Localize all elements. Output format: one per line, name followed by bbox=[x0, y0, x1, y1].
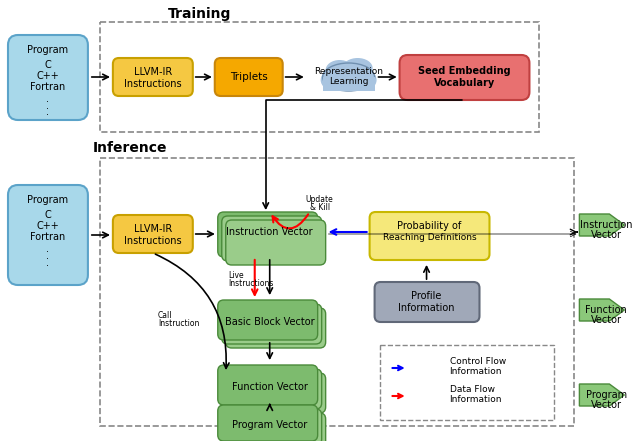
FancyBboxPatch shape bbox=[374, 282, 479, 322]
Text: Function: Function bbox=[586, 305, 627, 315]
Text: Call: Call bbox=[158, 310, 172, 319]
Text: C++: C++ bbox=[36, 71, 60, 81]
Text: Instructions: Instructions bbox=[228, 279, 273, 288]
Bar bbox=[100, 158, 574, 426]
Text: Fortran: Fortran bbox=[30, 232, 65, 242]
Bar bbox=[380, 345, 554, 420]
Text: Information: Information bbox=[449, 395, 502, 404]
FancyBboxPatch shape bbox=[8, 185, 88, 285]
Text: Vector: Vector bbox=[591, 315, 622, 325]
Text: Information: Information bbox=[398, 303, 455, 313]
Ellipse shape bbox=[326, 60, 354, 80]
Text: Control Flow: Control Flow bbox=[449, 358, 506, 366]
Text: Program Vector: Program Vector bbox=[232, 420, 307, 430]
Text: Seed Embedding: Seed Embedding bbox=[418, 66, 511, 76]
Text: Profile: Profile bbox=[412, 291, 442, 301]
FancyBboxPatch shape bbox=[399, 55, 529, 100]
Text: .: . bbox=[47, 251, 49, 261]
Ellipse shape bbox=[349, 69, 376, 91]
Text: Training: Training bbox=[168, 7, 232, 21]
FancyArrow shape bbox=[579, 214, 625, 236]
Text: Triplets: Triplets bbox=[230, 72, 268, 82]
FancyBboxPatch shape bbox=[226, 220, 326, 265]
FancyBboxPatch shape bbox=[222, 216, 322, 261]
Text: & Kill: & Kill bbox=[310, 203, 330, 213]
FancyArrow shape bbox=[579, 384, 625, 406]
Bar bbox=[100, 22, 540, 132]
Text: Update: Update bbox=[306, 195, 333, 205]
Text: Vector: Vector bbox=[591, 400, 622, 410]
Text: Live: Live bbox=[228, 270, 243, 280]
Bar bbox=[323, 77, 374, 91]
Text: .: . bbox=[47, 94, 49, 104]
FancyBboxPatch shape bbox=[222, 304, 322, 344]
FancyBboxPatch shape bbox=[215, 58, 283, 96]
Text: .: . bbox=[47, 107, 49, 117]
Text: Program: Program bbox=[28, 45, 68, 55]
Text: LLVM-IR: LLVM-IR bbox=[134, 224, 172, 234]
FancyBboxPatch shape bbox=[226, 373, 326, 413]
Text: LLVM-IR: LLVM-IR bbox=[134, 67, 172, 77]
Text: Reaching Definitions: Reaching Definitions bbox=[383, 232, 476, 242]
Ellipse shape bbox=[321, 69, 349, 91]
FancyBboxPatch shape bbox=[226, 413, 326, 441]
Text: Probability of: Probability of bbox=[397, 221, 461, 231]
FancyBboxPatch shape bbox=[113, 215, 193, 253]
Text: Fortran: Fortran bbox=[30, 82, 65, 92]
Text: Inference: Inference bbox=[93, 141, 167, 155]
Text: Information: Information bbox=[449, 366, 502, 375]
Text: Instruction: Instruction bbox=[158, 318, 199, 328]
Ellipse shape bbox=[323, 63, 374, 91]
Text: Vector: Vector bbox=[591, 230, 622, 240]
FancyArrow shape bbox=[579, 299, 625, 321]
FancyBboxPatch shape bbox=[113, 58, 193, 96]
FancyBboxPatch shape bbox=[218, 212, 317, 257]
FancyBboxPatch shape bbox=[218, 405, 317, 441]
Text: Program: Program bbox=[28, 195, 68, 205]
Text: Function Vector: Function Vector bbox=[232, 382, 308, 392]
Text: Instruction Vector: Instruction Vector bbox=[227, 227, 313, 237]
FancyBboxPatch shape bbox=[226, 308, 326, 348]
Text: .: . bbox=[47, 101, 49, 111]
FancyBboxPatch shape bbox=[222, 409, 322, 441]
Text: C: C bbox=[45, 210, 51, 220]
Text: C: C bbox=[45, 60, 51, 70]
Text: Instructions: Instructions bbox=[124, 236, 182, 246]
Text: Instruction: Instruction bbox=[580, 220, 632, 230]
Text: Program: Program bbox=[586, 390, 627, 400]
Text: Instructions: Instructions bbox=[124, 79, 182, 89]
Ellipse shape bbox=[342, 58, 372, 78]
Text: Learning: Learning bbox=[329, 78, 369, 86]
Text: Representation: Representation bbox=[314, 67, 383, 76]
FancyBboxPatch shape bbox=[8, 35, 88, 120]
Text: .: . bbox=[47, 244, 49, 254]
FancyBboxPatch shape bbox=[218, 365, 317, 405]
Text: Vocabulary: Vocabulary bbox=[434, 78, 495, 88]
FancyBboxPatch shape bbox=[218, 300, 317, 340]
Text: .: . bbox=[47, 258, 49, 268]
Text: Data Flow: Data Flow bbox=[449, 385, 495, 395]
Text: Basic Block Vector: Basic Block Vector bbox=[225, 317, 314, 327]
FancyBboxPatch shape bbox=[370, 212, 490, 260]
FancyBboxPatch shape bbox=[222, 369, 322, 409]
Text: C++: C++ bbox=[36, 221, 60, 231]
